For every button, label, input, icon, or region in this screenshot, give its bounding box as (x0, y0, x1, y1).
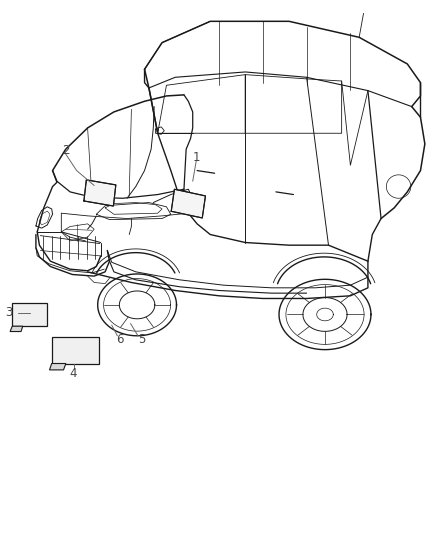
Text: 1: 1 (192, 151, 200, 164)
Text: 6: 6 (116, 333, 124, 346)
Bar (12, 303, 47, 326)
Text: 2: 2 (62, 144, 70, 157)
Bar (52, 337, 99, 364)
Polygon shape (49, 364, 66, 370)
Text: 3: 3 (5, 306, 12, 319)
Text: 4: 4 (70, 367, 78, 379)
Polygon shape (10, 326, 23, 332)
Text: 5: 5 (138, 333, 145, 346)
Polygon shape (171, 189, 205, 218)
Polygon shape (84, 180, 116, 206)
